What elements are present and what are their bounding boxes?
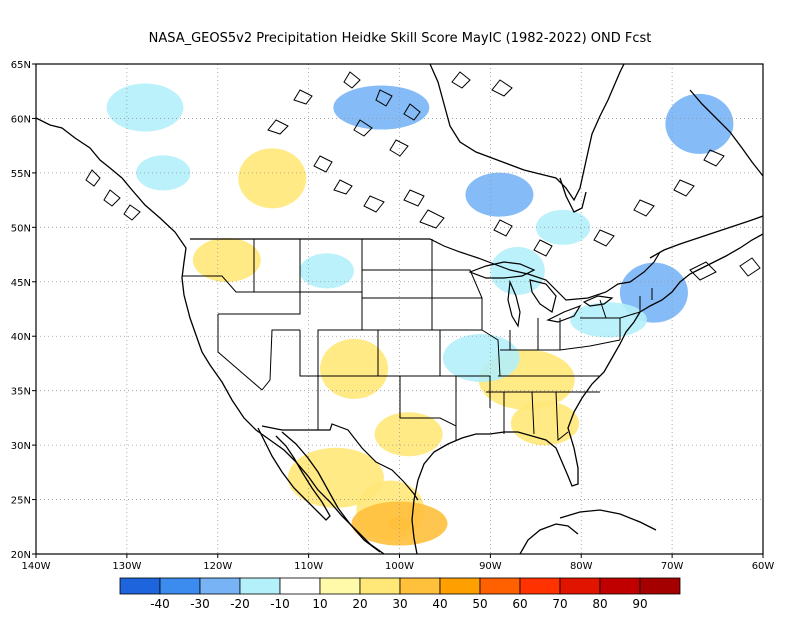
lat-tick-label-4: 40N xyxy=(11,332,31,343)
colorbar-swatch-7 xyxy=(399,577,441,595)
yucatan-coastline xyxy=(519,523,579,554)
colorbar-label-0: -40 xyxy=(150,597,170,611)
lon-tick-label-6: 80W xyxy=(570,561,593,572)
colorbar-label-3: -10 xyxy=(270,597,290,611)
map-plot-area xyxy=(36,64,763,554)
colorbar-label-4: 10 xyxy=(312,597,327,611)
lat-tick-label-9: 65N xyxy=(11,60,31,71)
skill-region-8 xyxy=(238,148,307,209)
lat-lon-gridlines xyxy=(36,64,763,554)
colorbar-label-2: -20 xyxy=(230,597,250,611)
pacific-coastline xyxy=(36,117,385,554)
coastlines-and-borders xyxy=(36,64,763,554)
longitude-tick-labels: 140W 130W 120W 110W 100W 90W 80W 70W 60W xyxy=(22,554,775,572)
skill-region-17 xyxy=(299,253,354,289)
colorbar-swatch-5 xyxy=(319,577,361,595)
skill-region-12 xyxy=(106,83,184,132)
mexico-west-coast xyxy=(281,431,381,553)
colorbar-swatch-11 xyxy=(559,577,601,595)
skill-region-16 xyxy=(490,246,545,295)
lat-tick-label-6: 50N xyxy=(11,223,31,234)
lat-tick-label-7: 55N xyxy=(11,169,31,180)
colorbar-label-5: 20 xyxy=(352,597,367,611)
skill-region-13 xyxy=(136,155,191,191)
lon-tick-label-5: 90W xyxy=(479,561,502,572)
lat-tick-label-1: 25N xyxy=(11,496,31,507)
skill-region-core-3 xyxy=(389,516,410,531)
colorbar-swatch-4 xyxy=(279,577,321,595)
colorbar-label-1: -30 xyxy=(190,597,210,611)
james-bay-coastline xyxy=(559,177,587,213)
colorbar-swatch-9 xyxy=(479,577,521,595)
lon-tick-label-1: 130W xyxy=(112,561,141,572)
colorbar-labels: -40 -30 -20 -10 10 20 30 40 50 60 70 80 90 xyxy=(150,597,647,611)
atlantic-coastline xyxy=(639,233,763,313)
lake-ontario xyxy=(582,295,614,307)
skill-region-19 xyxy=(535,209,591,245)
baja-coastline xyxy=(257,427,331,521)
us-mexico-border xyxy=(261,423,419,501)
colorbar xyxy=(119,577,681,595)
cuba-coastline xyxy=(559,509,657,531)
colorbar-label-12: 90 xyxy=(632,597,647,611)
lake-michigan xyxy=(507,279,521,328)
lat-tick-label-3: 35N xyxy=(11,387,31,398)
skill-region-1 xyxy=(374,412,443,457)
lat-tick-label-5: 45N xyxy=(11,278,31,289)
colorbar-swatch-1 xyxy=(159,577,201,595)
colorbar-swatch-13 xyxy=(639,577,681,595)
lon-tick-label-0: 140W xyxy=(22,561,51,572)
lake-superior xyxy=(468,261,536,279)
lake-erie xyxy=(546,304,582,323)
lon-tick-label-4: 100W xyxy=(385,561,414,572)
colorbar-label-7: 40 xyxy=(432,597,447,611)
colorbar-swatch-3 xyxy=(239,577,281,595)
colorbar-label-6: 30 xyxy=(392,597,407,611)
colorbar-label-11: 80 xyxy=(592,597,607,611)
skill-region-11 xyxy=(465,172,534,217)
us-canada-border xyxy=(190,238,661,301)
colorbar-swatch-10 xyxy=(519,577,561,595)
lake-huron xyxy=(529,279,557,313)
colorbar-swatch-8 xyxy=(439,577,481,595)
lat-tick-label-0: 20N xyxy=(11,550,31,561)
lon-tick-label-3: 110W xyxy=(294,561,323,572)
canadian-lakes-and-islands xyxy=(85,71,761,281)
hudson-bay-coastline xyxy=(429,64,625,202)
colorbar-label-9: 60 xyxy=(512,597,527,611)
lon-tick-label-7: 70W xyxy=(661,561,684,572)
latitude-tick-labels: 20N 25N 30N 35N 40N 45N 50N 55N 60N 65N xyxy=(11,60,36,561)
skill-region-7 xyxy=(192,238,261,282)
skill-region-18 xyxy=(442,334,520,382)
colorbar-swatch-12 xyxy=(599,577,641,595)
lon-tick-label-8: 60W xyxy=(752,561,775,572)
gulf-coastline xyxy=(411,311,641,554)
skill-region-15 xyxy=(570,302,647,338)
lon-tick-label-2: 120W xyxy=(203,561,232,572)
st-lawrence-coastline xyxy=(649,215,763,259)
lat-tick-label-8: 60N xyxy=(11,114,31,125)
lat-tick-label-2: 30N xyxy=(11,441,31,452)
figure-title: NASA_GEOS5v2 Precipitation Heidke Skill … xyxy=(149,31,652,46)
us-state-boundaries xyxy=(182,239,653,442)
skill-region-9 xyxy=(333,85,430,130)
skill-region-10 xyxy=(665,93,734,154)
colorbar-swatch-6 xyxy=(359,577,401,595)
colorbar-label-10: 70 xyxy=(552,597,567,611)
skill-region-4 xyxy=(320,338,389,399)
colorbar-swatch-0 xyxy=(119,577,161,595)
labrador-coastline xyxy=(689,89,763,177)
colorbar-label-8: 50 xyxy=(472,597,487,611)
colorbar-swatch-2 xyxy=(199,577,241,595)
